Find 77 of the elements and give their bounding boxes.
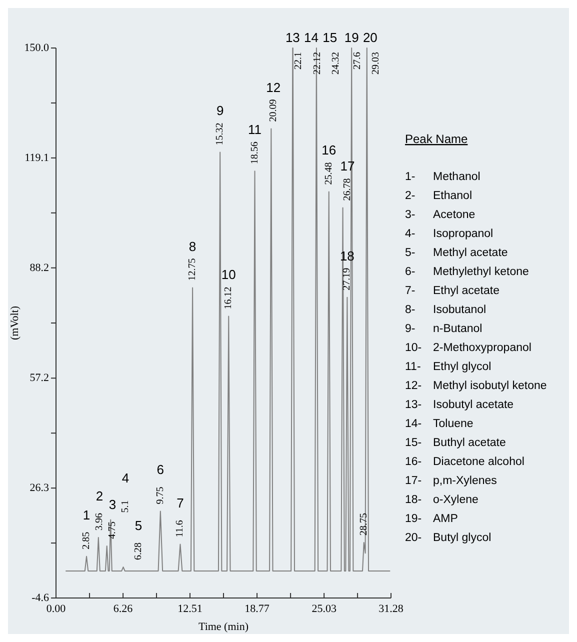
text: 15- Buthyl acetate [405, 437, 506, 449]
annotation: 27.6 [352, 52, 364, 70]
annotation: 25.48 [323, 162, 334, 185]
y-axis-title: (mVolt) [9, 306, 21, 340]
annotation: 10 [221, 267, 236, 282]
text: 9- n-Butanol [405, 323, 482, 335]
annotation: 6.28 [133, 542, 144, 560]
annotation: 22.12 [312, 52, 323, 74]
annotation: 19 [344, 30, 359, 45]
annotation: 3.96 [94, 513, 106, 531]
text: 1- Methanol [405, 171, 480, 183]
annotation: 2.85 [81, 532, 92, 550]
y-tick-label: -4.6 [32, 592, 50, 604]
text: 3- Acetone [405, 209, 476, 221]
text: 16- Diacetone alcohol [405, 456, 524, 468]
annotation: 11 [248, 122, 262, 138]
annotation: 1 [82, 507, 90, 522]
annotation: 2 [96, 488, 104, 504]
text: 10- 2-Methoxypropanol [405, 342, 532, 354]
annotation: 9 [216, 103, 224, 118]
line-series [65, 48, 391, 572]
annotation: 18 [340, 248, 354, 264]
annotation: 16.12 [223, 286, 234, 310]
text: 19- AMP [405, 513, 458, 525]
annotation: 28.75 [358, 513, 370, 536]
annotation: 8 [188, 238, 196, 254]
annotation: 5 [134, 518, 142, 534]
annotation: 20 [362, 30, 378, 45]
annotation: 13 [285, 30, 300, 45]
annotation: 29.03 [370, 52, 382, 74]
annotation: 27.19 [342, 268, 353, 290]
x-axis-title: Time (min) [198, 621, 249, 633]
text: 8- Isobutanol [405, 304, 486, 316]
annotation: 4.75 [107, 522, 118, 540]
annotation: 11.6 [174, 520, 186, 538]
text: 11- Ethyl glycol [405, 361, 492, 373]
annotation: 14 [304, 30, 319, 45]
y-tick-label: 26.3 [30, 482, 50, 494]
text: 2- Ethanol [405, 190, 472, 202]
text: 6- Methylethyl ketone [405, 266, 529, 278]
text: 18- o-Xylene [405, 494, 478, 506]
x-tick-label: 0.00 [46, 603, 66, 615]
y-tick-label: 88.2 [30, 262, 49, 274]
y-tick-label: 57.2 [30, 372, 49, 384]
x-tick-label: 18.77 [244, 603, 270, 615]
annotation: 12 [266, 80, 281, 95]
text: 7- Ethyl acetate [405, 285, 500, 297]
text: 14- Toluene [405, 418, 474, 430]
annotation: 17 [340, 158, 355, 174]
annotation: 15 [322, 30, 338, 45]
annotation: 15.32 [214, 122, 226, 146]
annotation: 12.75 [187, 258, 198, 281]
text: 20- Butyl glycol [405, 532, 492, 544]
x-tick-label: 12.51 [178, 603, 202, 615]
x-tick-label: 31.28 [378, 603, 404, 615]
x-tick-label: 25.03 [312, 603, 337, 615]
annotation: 26.78 [342, 178, 353, 201]
annotation: 22.1 [293, 52, 304, 70]
x-tick-label: 6.26 [113, 603, 134, 615]
annotation: 16 [322, 142, 336, 158]
text: 5- Methyl acetate [405, 247, 508, 259]
annotation: 7 [176, 495, 184, 510]
annotation: 24.32 [330, 52, 342, 74]
annotation: 6 [156, 462, 164, 478]
annotation: 18.56 [249, 142, 260, 164]
y-tick-label: 150.0 [24, 42, 50, 54]
annotation: 4 [122, 470, 130, 486]
text: 17- p,m-Xylenes [405, 475, 498, 487]
text: Peak Name [405, 132, 468, 146]
annotation: 9.75 [154, 486, 166, 504]
annotation: 20.09 [268, 99, 279, 122]
text: 12- Methyl isobutyl ketone [405, 380, 547, 392]
annotation: 5.1 [120, 500, 132, 513]
annotation: 3 [108, 497, 116, 512]
text: 4- Isopropanol [405, 228, 494, 240]
text: 13- Isobutyl acetate [405, 399, 514, 411]
y-tick-label: 119.1 [24, 152, 49, 164]
